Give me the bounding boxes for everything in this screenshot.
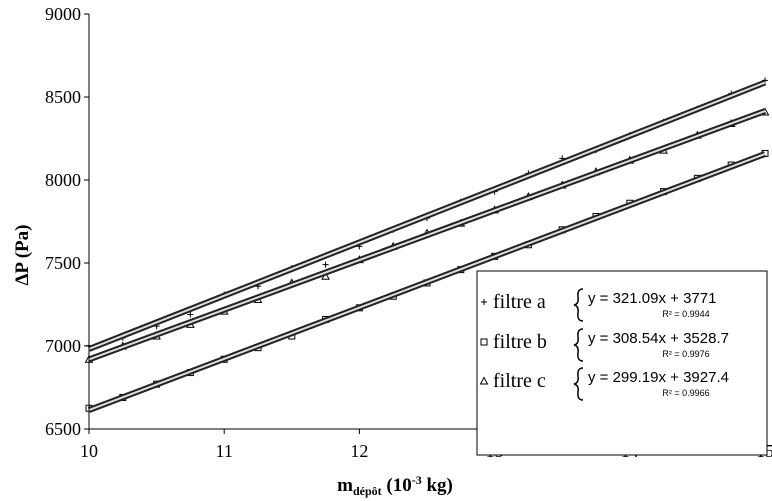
trendline <box>88 153 766 411</box>
legend-brace <box>573 367 584 401</box>
x-axis-title-main: m <box>337 475 353 496</box>
data-point <box>322 261 329 268</box>
legend-r-squared: R² = 0.9966 <box>662 388 709 398</box>
y-axis-title: ΔP (Pa) <box>12 225 33 286</box>
data-point <box>187 311 194 318</box>
y-tick-label: 8000 <box>45 170 81 190</box>
y-tick-label: 9000 <box>45 4 81 24</box>
y-tick-label: 7000 <box>45 336 81 356</box>
legend-series-name: filtre a <box>493 291 546 313</box>
legend-brace <box>573 328 584 362</box>
legend-brace <box>573 288 584 322</box>
legend-r-squared: R² = 0.9944 <box>662 309 709 319</box>
legend-series-name: filtre c <box>493 370 546 392</box>
legend-marker <box>479 376 489 385</box>
legend-entry-filtre-c: filtre c y = 299.19x + 3927.4 R² = 0.9966 <box>479 367 729 401</box>
y-tick-label: 8500 <box>45 87 81 107</box>
x-axis-title-exponent: -3 <box>412 473 422 487</box>
legend-equation: y = 299.19x + 3927.4 <box>588 369 729 386</box>
x-tick-label: 11 <box>216 441 233 461</box>
series-filtre-b <box>85 149 769 413</box>
y-tick-label: 6500 <box>45 419 81 439</box>
y-tick-label: 7500 <box>45 253 81 273</box>
legend-marker <box>480 338 488 346</box>
trendline <box>88 110 766 361</box>
data-layer <box>84 77 770 413</box>
legend-entry-filtre-a: filtre a y = 321.09x + 3771 R² = 0.9944 <box>481 288 716 322</box>
legend-r-squared: R² = 0.9976 <box>662 349 709 359</box>
series-filtre-c <box>84 107 770 363</box>
legend-marker <box>481 299 487 305</box>
legend-equation: y = 308.54x + 3528.7 <box>588 330 729 347</box>
series-filtre-a <box>86 77 768 352</box>
x-tick-label: 10 <box>80 441 98 461</box>
legend-entry-filtre-b: filtre b y = 308.54x + 3528.7 R² = 0.9976 <box>480 328 729 362</box>
trendline <box>88 81 766 350</box>
x-axis-title-unit: (10 <box>382 475 412 496</box>
legend-series-name: filtre b <box>493 331 547 353</box>
legend-equation: y = 321.09x + 3771 <box>588 290 716 307</box>
x-axis-title: mdépôt (10-3 kg) <box>337 473 453 498</box>
legend-box <box>476 270 768 456</box>
x-axis-title-subscript: dépôt <box>353 484 382 498</box>
x-axis-title-tail: kg) <box>422 475 453 496</box>
x-tick-label: 12 <box>350 441 368 461</box>
